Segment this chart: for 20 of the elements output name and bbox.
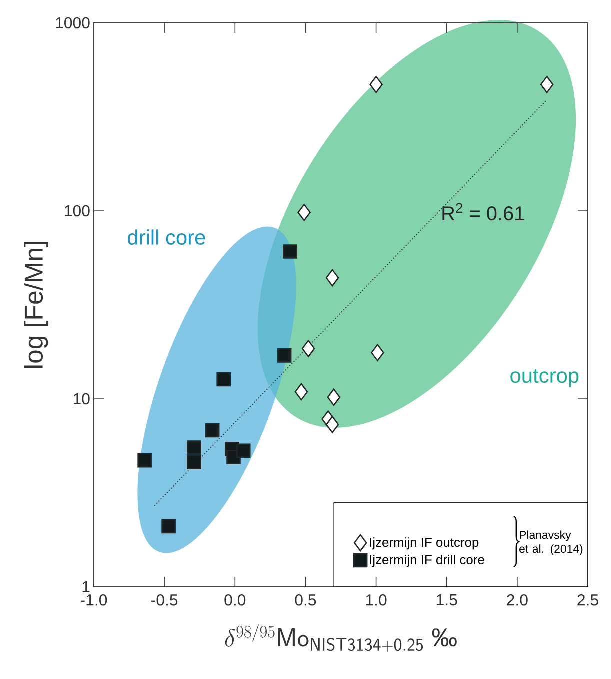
legend-label: Ijzermijn IF outcrop: [370, 538, 479, 550]
annotation: drill core: [128, 230, 206, 245]
y-tick-label: 1: [82, 582, 90, 592]
annotation: Planavsky et al. (2014): [520, 530, 583, 556]
x-tick-label: 2.0: [507, 594, 528, 606]
y-tick-label: 100: [65, 205, 90, 217]
x-tick-label: 0.5: [295, 594, 316, 606]
x-tick-label: 1.0: [366, 594, 387, 606]
legend-label: Ijzermijn IF drill core: [370, 555, 484, 568]
y-tick-label: 1000: [56, 17, 90, 29]
y-tick-label: 10: [74, 393, 90, 405]
x-tick-label: 1.5: [437, 594, 458, 606]
x-tick-label: 0.0: [224, 594, 246, 606]
y-axis-title: log [Fe/Mn]: [24, 242, 48, 368]
x-tick-label: -1.0: [80, 594, 108, 606]
annotation: R$^{2}$ = 0.61: [442, 203, 524, 221]
annotation: outcrop: [510, 369, 579, 388]
x-tick-label: 2.5: [578, 594, 598, 606]
x-axis-title: $\delta^{98/95}\mathsf{Mo}_{\mathsf{NIST3134+0.25}}\ \mbox{‰}$: [225, 624, 457, 652]
x-tick-label: -0.5: [152, 594, 178, 606]
